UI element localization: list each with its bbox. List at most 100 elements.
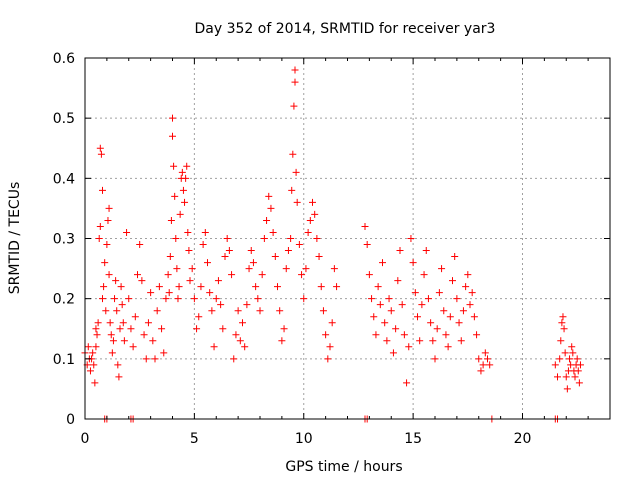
data-point: [165, 289, 173, 297]
data-point: [438, 265, 446, 273]
data-point: [427, 319, 435, 327]
data-point: [473, 331, 481, 339]
data-point: [309, 198, 316, 206]
data-point: [118, 301, 126, 309]
data-point: [372, 331, 380, 339]
data-point: [459, 307, 467, 315]
data-point: [102, 307, 110, 315]
data-point: [449, 277, 456, 285]
data-point: [396, 247, 404, 255]
data-point: [182, 174, 190, 182]
data-point: [574, 367, 582, 375]
data-point: [138, 277, 146, 285]
data-point: [291, 66, 299, 74]
data-point: [403, 379, 411, 387]
data-point: [113, 307, 121, 315]
data-point: [91, 379, 99, 387]
data-point: [558, 319, 566, 327]
data-point: [95, 235, 103, 242]
data-point: [315, 253, 323, 261]
x-tick-label: 20: [514, 431, 532, 447]
data-point: [398, 301, 406, 309]
data-point: [319, 307, 327, 315]
x-tick-label: 5: [190, 431, 199, 447]
data-point: [400, 331, 408, 339]
data-point: [131, 313, 139, 321]
data-point: [562, 373, 570, 381]
data-point: [94, 319, 102, 327]
data-point: [241, 343, 249, 351]
data-point: [302, 265, 310, 273]
y-tick-label: 0.3: [53, 232, 75, 248]
data-point: [481, 349, 489, 357]
data-point: [414, 313, 421, 321]
data-point: [147, 289, 155, 297]
data-point: [278, 337, 286, 345]
data-point: [292, 168, 300, 176]
data-point: [457, 337, 465, 345]
data-point: [125, 295, 133, 303]
data-point: [204, 259, 211, 267]
data-point: [276, 307, 284, 315]
data-point: [104, 216, 112, 224]
data-point: [111, 295, 119, 303]
data-point: [179, 186, 187, 194]
data-point: [129, 343, 137, 351]
data-point: [185, 247, 193, 255]
data-point: [451, 253, 459, 261]
data-point: [245, 265, 253, 273]
data-point: [258, 271, 266, 279]
data-point: [208, 307, 216, 315]
data-point: [239, 319, 246, 327]
data-point: [416, 337, 424, 345]
data-point: [181, 198, 189, 206]
data-point: [193, 325, 201, 333]
data-point: [90, 361, 98, 369]
data-point: [105, 271, 113, 279]
y-tick-label: 0.5: [53, 111, 75, 127]
data-point: [477, 367, 485, 375]
y-tick-label: 0: [66, 412, 75, 428]
data-point: [464, 271, 472, 279]
y-tick-label: 0.6: [53, 51, 75, 67]
data-point: [93, 331, 101, 339]
data-point: [206, 289, 214, 297]
data-point: [470, 313, 478, 321]
data-point: [363, 241, 371, 249]
data-point: [151, 355, 159, 363]
data-point: [409, 259, 417, 267]
data-point: [164, 271, 172, 279]
data-point: [333, 283, 341, 291]
data-point: [298, 271, 306, 279]
data-point: [103, 241, 111, 249]
data-point: [162, 295, 170, 303]
data-point: [97, 150, 105, 158]
data-point: [389, 349, 397, 357]
data-point: [322, 331, 330, 339]
data-point: [254, 295, 262, 303]
data-point: [256, 307, 264, 315]
data-point: [115, 373, 123, 381]
data-point: [117, 283, 125, 291]
x-axis-title: GPS time / hours: [285, 459, 402, 475]
data-point: [178, 168, 186, 176]
data-point: [435, 289, 443, 297]
data-point: [560, 325, 568, 333]
y-axis-title: SRMTID / TECUs: [7, 182, 23, 295]
data-point: [172, 235, 180, 242]
data-point: [300, 295, 308, 303]
data-point: [167, 216, 175, 224]
data-point: [109, 337, 117, 345]
data-points: [81, 66, 584, 423]
data-point: [484, 355, 491, 363]
data-point: [160, 349, 168, 357]
data-point: [551, 361, 559, 369]
data-point: [486, 361, 494, 369]
data-point: [260, 235, 268, 242]
data-point: [199, 241, 207, 249]
data-point: [92, 343, 100, 351]
data-point: [142, 355, 150, 363]
data-point: [228, 271, 236, 279]
data-point: [556, 355, 564, 363]
data-point: [120, 337, 128, 345]
